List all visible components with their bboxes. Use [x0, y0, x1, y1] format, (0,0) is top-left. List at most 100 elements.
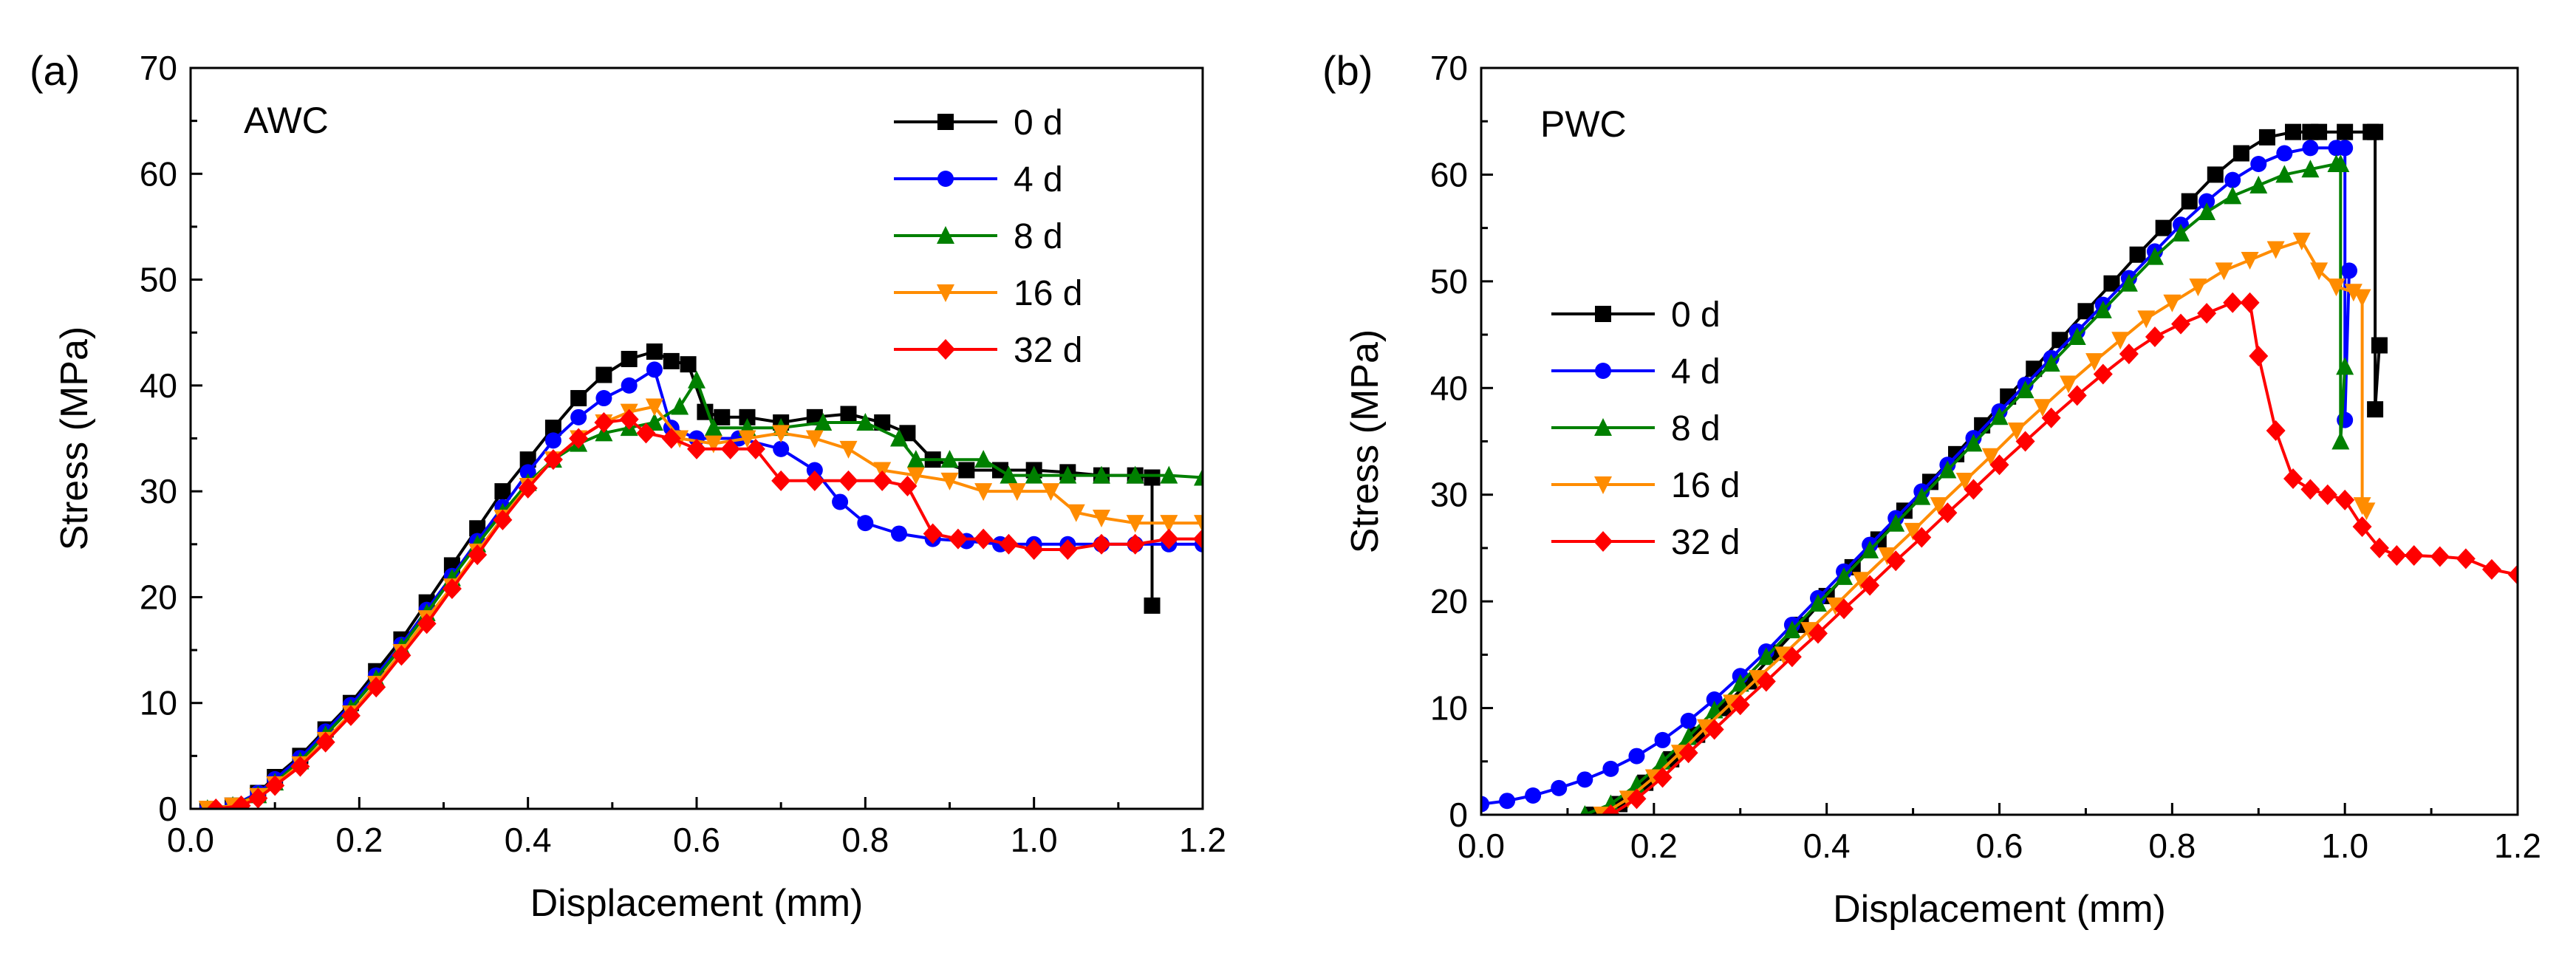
data-point-b-8d-15 — [1964, 434, 1983, 452]
data-point-a-0d-20 — [680, 356, 697, 373]
data-point-b-32d-36 — [2430, 546, 2450, 567]
series-a-4d — [199, 361, 1203, 809]
data-point-a-16d-26 — [906, 467, 925, 485]
y-tick-label-b-0: 0 — [1449, 796, 1468, 834]
panel-title-a: AWC — [244, 100, 329, 141]
series-b-32d — [1601, 292, 2518, 815]
data-point-b-0d-24 — [2207, 166, 2224, 183]
data-point-a-16d-23 — [805, 430, 824, 448]
data-point-b-16d-10 — [1852, 572, 1870, 590]
data-point-a-8d-26 — [890, 428, 908, 447]
data-point-b-32d-14 — [1964, 479, 1984, 500]
data-point-b-16d-22 — [2163, 294, 2182, 312]
data-point-a-0d-11 — [469, 520, 486, 537]
legend-marker-b-0d — [1595, 306, 1611, 322]
data-point-a-8d-19 — [671, 397, 689, 415]
series-line-a-0d — [207, 350, 1154, 809]
data-point-b-8d-10 — [1835, 567, 1854, 585]
y-tick-label-a-6: 60 — [140, 154, 177, 193]
data-point-a-8d-24 — [814, 413, 833, 431]
x-tick-label-b-0: 0.0 — [1458, 827, 1505, 865]
data-point-a-0d-25 — [806, 408, 823, 425]
data-point-a-16d-22 — [772, 425, 790, 443]
series-line-a-32d — [216, 417, 1203, 809]
data-point-b-32d-35 — [2404, 545, 2424, 567]
data-point-b-16d-27 — [2292, 232, 2311, 250]
legend-label-a-32d: 32 d — [1014, 331, 1082, 370]
data-point-b-32d-37 — [2456, 548, 2476, 570]
data-point-a-4d-15 — [570, 408, 587, 425]
x-tick-label-a-2: 0.4 — [505, 821, 552, 859]
panel-b: 0.0 0.2 0.4 0.6 0.8 1.0 1.2 0 10 20 30 40 50 60 70 Disp… — [1322, 47, 2541, 931]
x-tick-label-a-3: 0.6 — [673, 821, 720, 859]
data-point-a-0d-36 — [1144, 469, 1161, 486]
legend-b: 0 d 4 d 8 d 16 d 32 d — [1551, 295, 1740, 562]
data-point-a-32d-15 — [569, 428, 589, 449]
y-tick-label-b-3: 30 — [1430, 476, 1468, 514]
data-point-b-8d-18 — [2042, 354, 2060, 372]
data-point-a-8d-28 — [940, 450, 959, 468]
data-point-a-32d-10 — [442, 578, 462, 599]
data-point-b-32d-15 — [1989, 454, 2009, 476]
y-tick-label-b-4: 40 — [1430, 369, 1468, 407]
data-point-a-32d-27 — [898, 475, 918, 496]
data-point-b-8d-7 — [1757, 647, 1775, 666]
data-point-a-16d-27 — [940, 472, 959, 490]
data-point-a-4d-13 — [519, 464, 536, 481]
data-point-a-8d-35 — [1160, 465, 1178, 484]
data-point-b-0d-34 — [2371, 337, 2388, 354]
data-point-b-0d-21 — [2129, 246, 2146, 263]
data-point-a-32d-19 — [661, 428, 681, 449]
data-point-a-16d-29 — [1008, 483, 1026, 502]
data-point-b-16d-14 — [1955, 472, 1974, 490]
x-tick-label-b-3: 0.6 — [1976, 827, 2023, 865]
data-point-b-8d-13 — [1913, 487, 1931, 505]
data-point-b-16d-6 — [1749, 670, 1767, 688]
data-point-b-32d-32 — [2352, 516, 2372, 538]
data-point-a-8d-18 — [645, 413, 663, 431]
data-point-a-32d-33 — [1058, 538, 1078, 560]
data-point-a-0d-23 — [739, 408, 756, 425]
data-point-b-8d-32 — [2336, 357, 2354, 375]
data-point-b-0d-19 — [2077, 303, 2094, 320]
y-axis-label-a: Stress (MPa) — [53, 326, 96, 550]
data-point-b-4d-28 — [2199, 193, 2215, 210]
legend-label-b-0d: 0 d — [1671, 295, 1721, 335]
data-point-b-8d-19 — [2068, 326, 2086, 345]
data-point-a-32d-4 — [290, 756, 310, 777]
data-point-a-8d-33 — [1093, 465, 1110, 484]
series-b-4d — [1481, 140, 2358, 813]
data-point-a-8d-29 — [974, 450, 993, 468]
data-point-b-0d-18 — [2051, 332, 2068, 349]
data-point-b-32d-21 — [2145, 326, 2165, 347]
data-point-b-32d-33 — [2369, 537, 2389, 558]
data-point-b-8d-9 — [1808, 594, 1827, 612]
data-point-b-4d-1 — [1499, 793, 1516, 810]
data-point-b-8d-23 — [2172, 223, 2190, 242]
legend-label-b-32d: 32 d — [1671, 523, 1740, 562]
data-point-b-32d-38 — [2481, 558, 2501, 580]
x-tick-label-a-5: 1.0 — [1011, 821, 1058, 859]
data-point-b-16d-26 — [2266, 241, 2285, 259]
legend-marker-a-32d — [936, 339, 955, 360]
data-point-b-32d-18 — [2067, 385, 2087, 406]
data-point-a-32d-20 — [687, 438, 706, 459]
data-point-a-32d-29 — [948, 528, 968, 550]
data-point-a-8d-20 — [688, 370, 706, 389]
data-point-b-16d-33 — [2357, 502, 2376, 521]
data-point-b-4d-0 — [1481, 796, 1489, 813]
data-point-a-32d-17 — [619, 408, 639, 430]
x-tick-label-b-1: 0.2 — [1630, 827, 1678, 865]
data-point-a-32d-14 — [543, 449, 563, 471]
data-point-b-8d-0 — [1579, 805, 1590, 815]
data-point-a-32d-28 — [923, 523, 943, 544]
legend-label-a-16d: 16 d — [1014, 274, 1082, 313]
data-point-a-16d-18 — [645, 398, 663, 417]
data-point-a-16d-32 — [1093, 509, 1110, 527]
data-point-a-32d-24 — [804, 470, 824, 491]
series-line-a-16d — [207, 405, 1203, 809]
data-point-a-16d-20 — [704, 435, 722, 454]
legend-label-b-16d: 16 d — [1671, 466, 1740, 505]
x-tick-label-a-0: 0.0 — [167, 821, 214, 859]
legend-marker-b-4d — [1595, 363, 1611, 379]
